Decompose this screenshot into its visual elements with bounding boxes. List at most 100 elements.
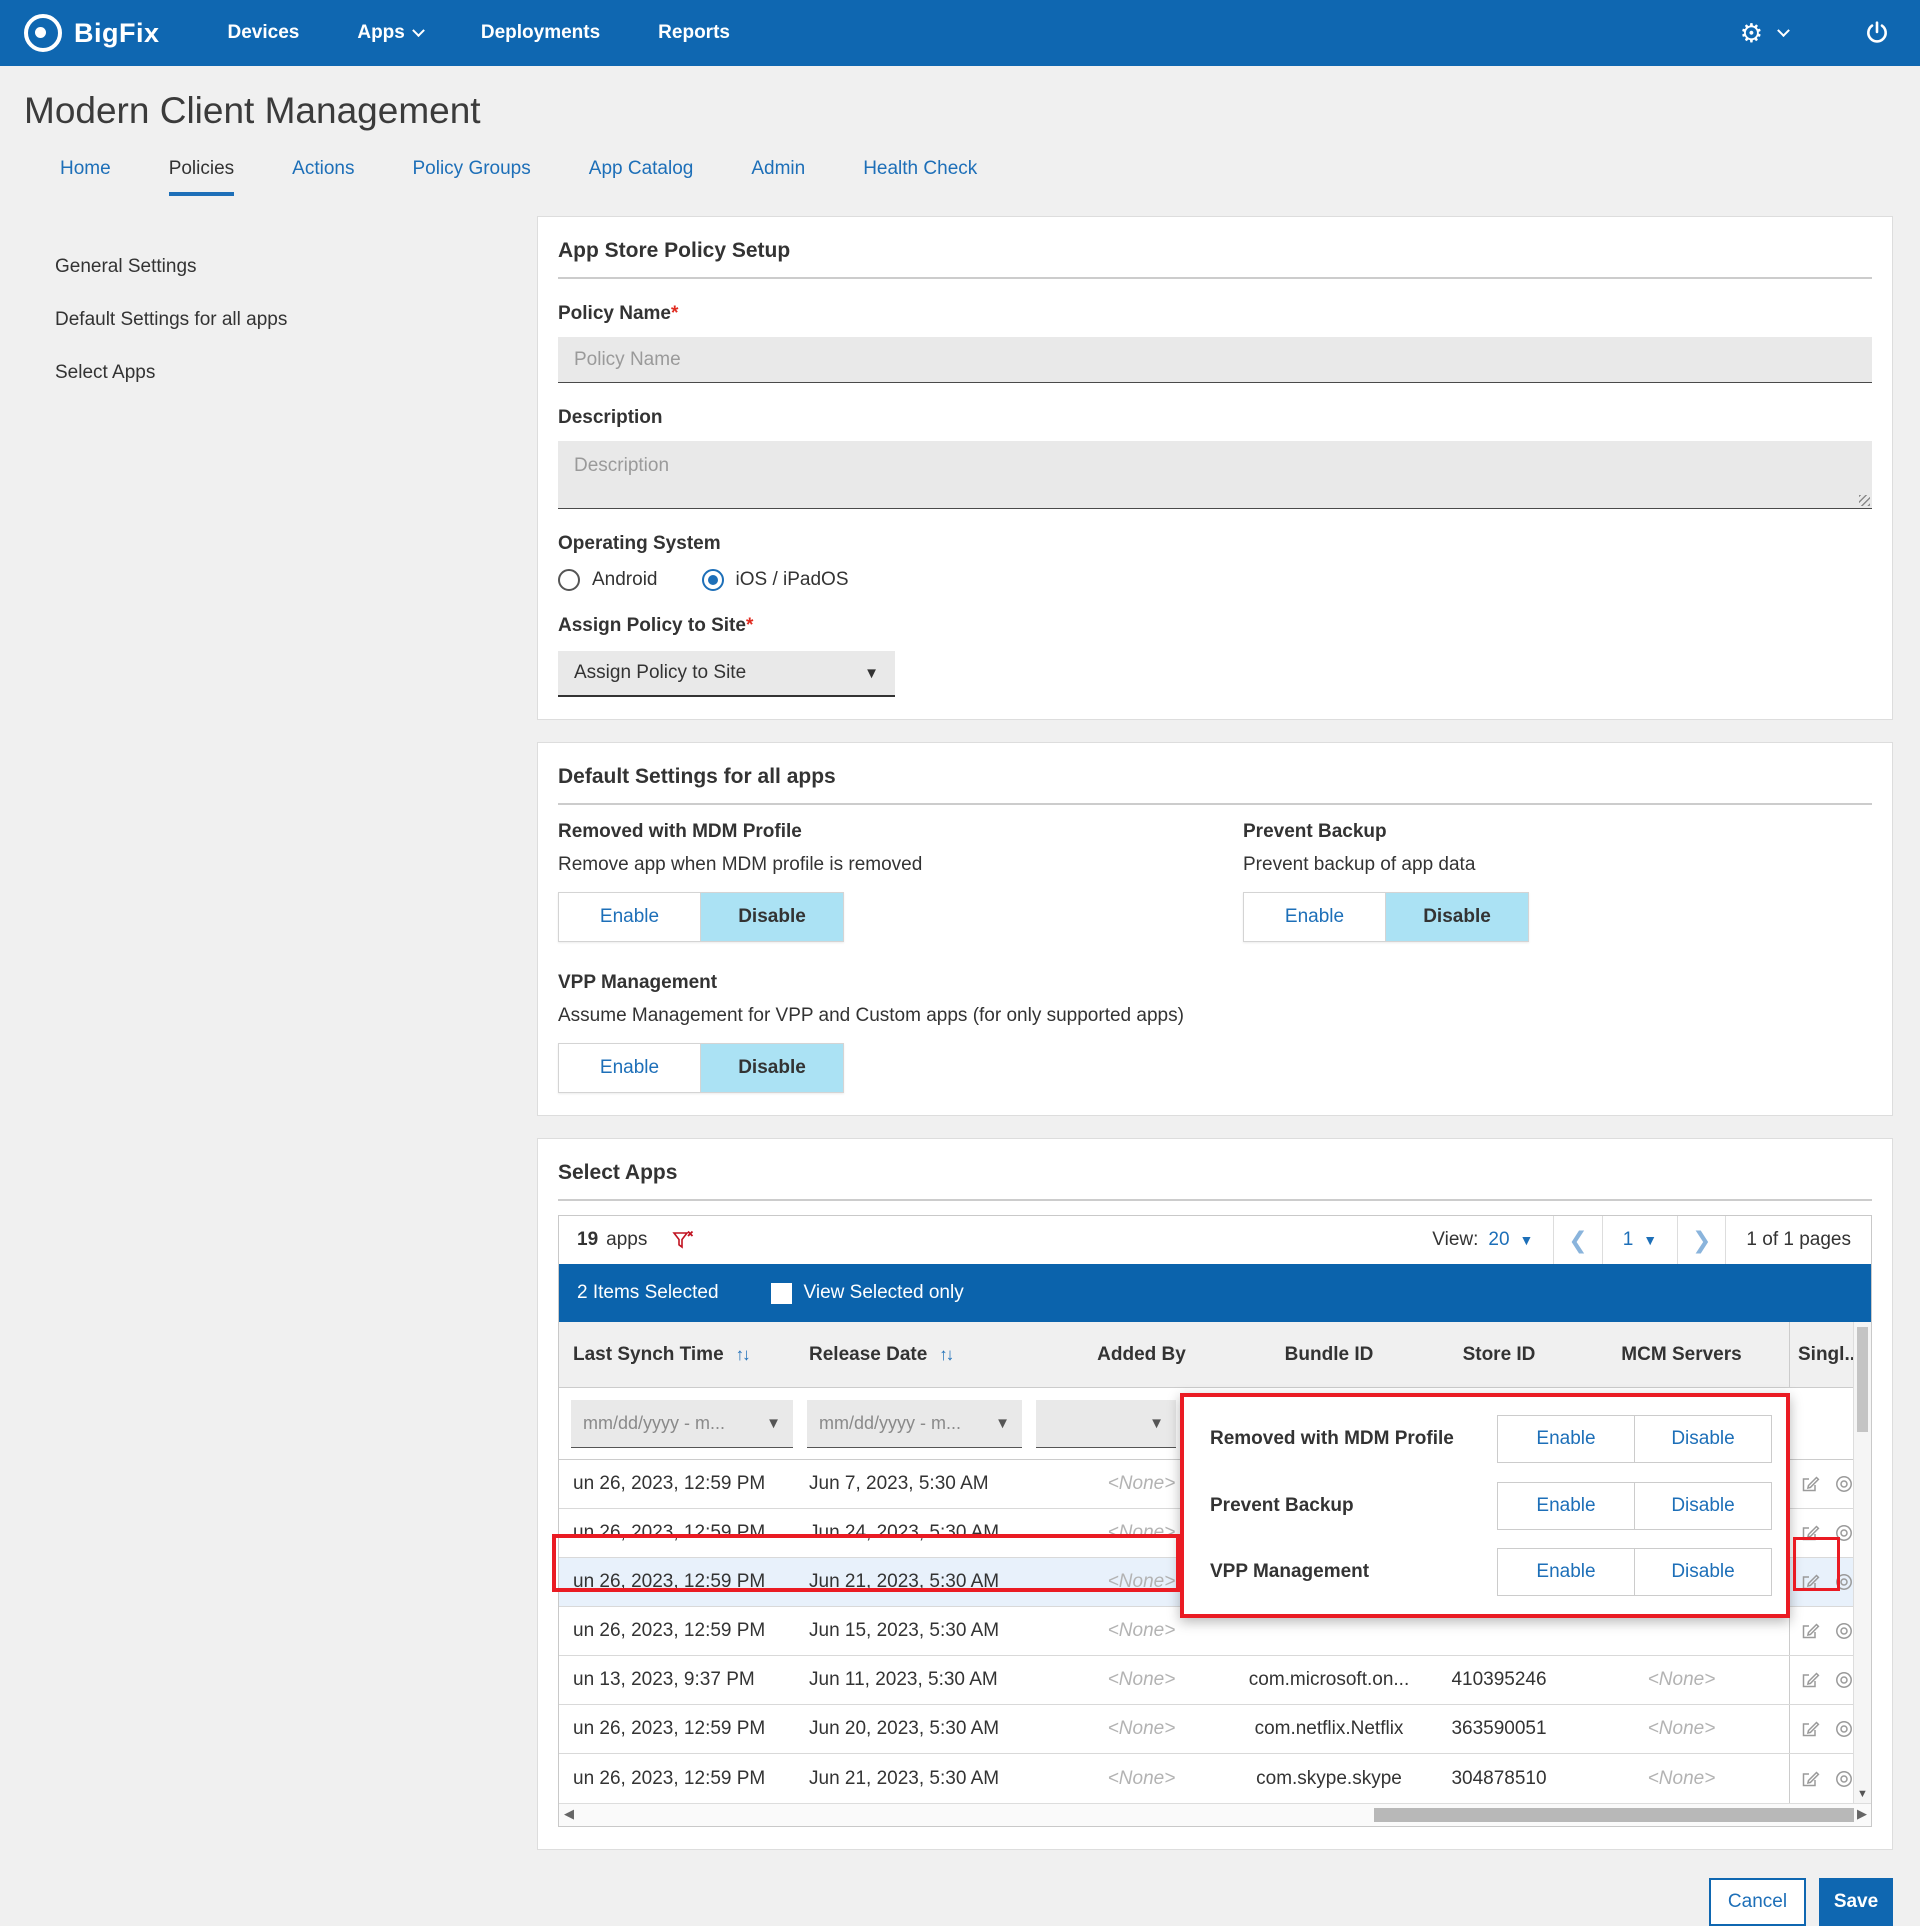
cell-store-id: 410395246 [1451,1669,1547,1690]
enable-button[interactable]: Enable [1497,1481,1635,1530]
bigfix-logo-icon [24,14,62,52]
eye-icon[interactable] [1834,1670,1854,1690]
eye-icon[interactable] [1834,1474,1854,1494]
save-button[interactable]: Save [1819,1878,1893,1926]
cell-last-synch: un 13, 2023, 9:37 PM [573,1669,755,1690]
edit-icon[interactable] [1800,1719,1820,1739]
nav-item-apps[interactable]: Apps [357,22,425,44]
eye-icon[interactable] [1834,1621,1854,1641]
cell-release-date: Jun 15, 2023, 5:30 AM [809,1620,1000,1641]
sort-icon[interactable]: ↑↓ [735,1344,751,1364]
description-input[interactable] [558,441,1872,509]
disable-button[interactable]: Disable [1634,1547,1772,1596]
bigfix-brand[interactable]: BigFix [24,14,160,52]
disable-button[interactable]: Disable [701,1044,843,1092]
cell-last-synch: un 26, 2023, 12:59 PM [573,1571,766,1592]
eye-icon[interactable] [1834,1769,1854,1789]
edit-icon[interactable] [1800,1523,1820,1543]
clear-filter-icon[interactable] [671,1228,695,1252]
tab-policies[interactable]: Policies [168,158,235,196]
prev-page-button[interactable]: ❮ [1553,1216,1601,1264]
last-synch-date-filter[interactable]: mm/dd/yyyy - m... ▼ [571,1399,793,1448]
added-by-filter[interactable]: ▼ [1036,1399,1176,1448]
table-row[interactable]: un 26, 2023, 12:59 PM Jun 15, 2023, 5:30… [559,1607,1871,1656]
eye-icon[interactable] [1834,1719,1854,1739]
radio-ios-ipados[interactable]: iOS / iPadOS [701,569,849,591]
gear-icon[interactable]: ⚙ [1739,18,1763,48]
nav-items: Devices Apps Deployments Reports [228,22,730,44]
edit-icon[interactable] [1800,1670,1820,1690]
tab-admin[interactable]: Admin [751,158,806,179]
view-selected-label: View Selected only [803,1282,964,1303]
tab-policy-groups[interactable]: Policy Groups [412,158,531,179]
disable-button[interactable]: Disable [1634,1481,1772,1530]
enable-button[interactable]: Enable [559,893,701,941]
enable-button[interactable]: Enable [559,1044,701,1092]
radio-selected-icon [701,569,724,591]
table-row[interactable]: un 13, 2023, 9:37 PM Jun 11, 2023, 5:30 … [559,1656,1871,1705]
selection-bar: 2 Items Selected View Selected only [559,1264,1871,1322]
edit-icon[interactable] [1800,1621,1820,1641]
disable-button[interactable]: Disable [1634,1415,1772,1464]
sidebar-item-select-apps[interactable]: Select Apps [55,362,156,383]
power-icon[interactable] [1864,20,1890,46]
table-row[interactable]: un 26, 2023, 12:59 PM Jun 21, 2023, 5:30… [559,1754,1871,1803]
enable-button[interactable]: Enable [1244,893,1386,941]
operating-system-label: Operating System [558,533,721,554]
tab-actions[interactable]: Actions [292,158,355,179]
sidebar-item-default-settings[interactable]: Default Settings for all apps [55,309,288,330]
assign-site-select[interactable]: Assign Policy to Site ▼ [558,651,895,697]
tab-bar: Home Policies Actions Policy Groups App … [0,132,1920,196]
scrollbar-thumb[interactable] [1857,1327,1868,1432]
filter-row: mm/dd/yyyy - m... ▼ mm/dd/yyyy - m... ▼ … [559,1388,1871,1460]
vertical-scrollbar[interactable]: ▼ [1853,1322,1871,1803]
chevron-down-icon[interactable] [1777,23,1790,37]
view-size-control[interactable]: View: 20 ▼ [1412,1216,1553,1264]
disable-button[interactable]: Disable [701,893,843,941]
cell-mcm-servers: <None> [1647,1767,1716,1789]
edit-icon[interactable] [1800,1572,1820,1592]
nav-item-reports[interactable]: Reports [658,22,730,43]
cell-release-date: Jun 7, 2023, 5:30 AM [809,1473,989,1494]
radio-android[interactable]: Android [558,569,658,591]
cell-release-date: Jun 24, 2023, 5:30 AM [809,1522,1000,1543]
horizontal-scrollbar[interactable]: ◀ ▶ [559,1803,1871,1826]
view-selected-checkbox[interactable] [770,1282,792,1304]
scroll-right-icon[interactable]: ▶ [1857,1806,1867,1821]
sidebar: General Settings Default Settings for al… [55,256,287,384]
setting-vpp-management: VPP Management Assume Management for VPP… [558,972,1243,1093]
tab-app-catalog[interactable]: App Catalog [588,158,694,179]
tab-home[interactable]: Home [60,158,111,179]
disable-button[interactable]: Disable [1386,893,1528,941]
enable-button[interactable]: Enable [1497,1547,1635,1596]
row-settings-popup: Removed with MDM Profile Enable Disable … [1180,1393,1790,1618]
sort-icon[interactable]: ↑↓ [939,1344,954,1364]
scroll-left-icon[interactable]: ◀ [564,1806,574,1821]
eye-icon[interactable] [1834,1572,1854,1592]
table-row[interactable]: un 26, 2023, 12:59 PM Jun 20, 2023, 5:30… [559,1705,1871,1754]
edit-icon[interactable] [1800,1474,1820,1494]
cell-added-by: <None> [1107,1669,1176,1690]
cell-last-synch: un 26, 2023, 12:59 PM [573,1767,766,1789]
edit-icon[interactable] [1800,1769,1820,1789]
eye-icon[interactable] [1834,1523,1854,1543]
scrollbar-thumb[interactable] [1374,1808,1854,1822]
tab-health-check[interactable]: Health Check [863,158,978,179]
setting-removed-with-mdm: Removed with MDM Profile Remove app when… [558,821,1243,942]
chevron-down-icon: ▼ [1149,1414,1164,1432]
col-store-id: Store ID [1462,1343,1536,1365]
top-navbar: BigFix Devices Apps Deployments Reports … [0,0,1920,66]
page-select[interactable]: 1 ▼ [1601,1216,1677,1264]
cancel-button[interactable]: Cancel [1709,1878,1806,1926]
release-date-filter[interactable]: mm/dd/yyyy - m... ▼ [807,1399,1022,1448]
description-label: Description [558,407,663,428]
resize-handle-icon[interactable] [1859,495,1870,506]
scroll-down-icon[interactable]: ▼ [1857,1788,1868,1800]
enable-button[interactable]: Enable [1497,1415,1635,1464]
nav-item-devices[interactable]: Devices [227,22,300,43]
policy-name-input[interactable] [558,337,1872,383]
nav-item-deployments[interactable]: Deployments [480,22,601,43]
next-page-button[interactable]: ❯ [1677,1216,1725,1264]
sidebar-item-general-settings[interactable]: General Settings [55,256,197,277]
chevron-down-icon: ▼ [864,664,879,682]
